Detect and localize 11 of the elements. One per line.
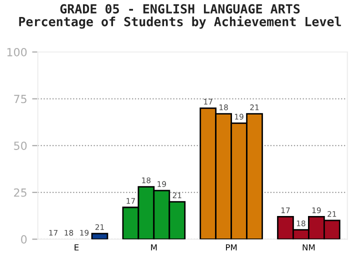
y-tick-label: 50	[14, 142, 27, 150]
y-tick-label: 25	[14, 188, 26, 197]
y-tick-label: 100	[7, 48, 27, 56]
y-tick-label: 0	[21, 235, 27, 244]
x-tick-label: NM	[302, 244, 315, 250]
bar	[91, 232, 108, 240]
x-tick-label: M	[151, 244, 157, 250]
x-tick-label: PM	[226, 244, 237, 250]
chart-title: GRADE 05 - ENGLISH LANGUAGE ARTS Percentage of Students by Achievement Level	[19, 4, 341, 29]
y-tick-label: 75	[14, 94, 26, 104]
x-tick-label: E	[74, 244, 79, 250]
